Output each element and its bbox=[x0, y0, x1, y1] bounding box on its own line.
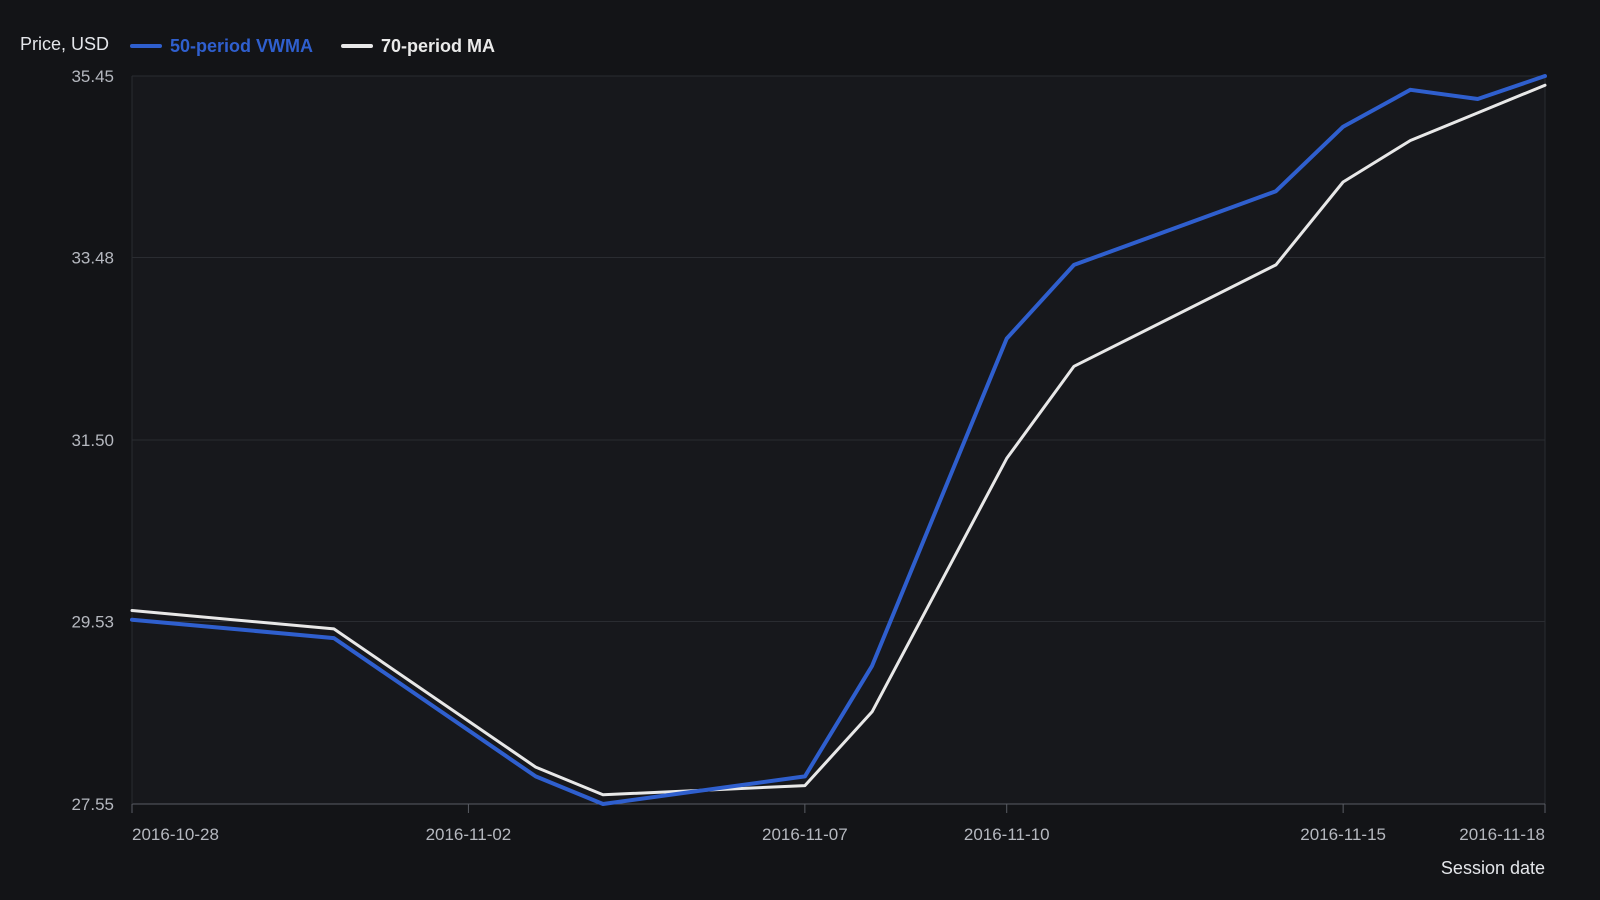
axes: 27.55 29.53 31.50 33.48 35.45 2016-10-28 2016-… bbox=[71, 67, 1546, 844]
series-line-2 bbox=[130, 83, 1547, 797]
x-tick-label: 2016-10-28 bbox=[132, 825, 219, 844]
x-tick-label: 2016-11-02 bbox=[426, 825, 512, 844]
series-line-1 bbox=[130, 74, 1547, 806]
y-tick-label: 27.55 bbox=[71, 795, 114, 814]
legend: 50-period VWMA 70-period MA bbox=[130, 36, 495, 56]
y-tick-label: 29.53 bbox=[71, 613, 114, 632]
series bbox=[130, 74, 1547, 806]
x-tick-label: 2016-11-18 bbox=[1459, 825, 1545, 844]
x-tick-label: 2016-11-15 bbox=[1300, 825, 1386, 844]
y-tick-label: 31.50 bbox=[71, 431, 114, 450]
legend-label: 70-period MA bbox=[381, 36, 495, 56]
x-axis-title: Session date bbox=[1441, 858, 1545, 878]
x-tick-label: 2016-11-07 bbox=[762, 825, 848, 844]
y-axis-title: Price, USD bbox=[20, 34, 109, 54]
legend-label: 50-period VWMA bbox=[170, 36, 313, 56]
x-tick-label: 2016-11-10 bbox=[964, 825, 1050, 844]
y-tick-label: 33.48 bbox=[71, 249, 114, 268]
y-tick-label: 35.45 bbox=[71, 67, 114, 86]
